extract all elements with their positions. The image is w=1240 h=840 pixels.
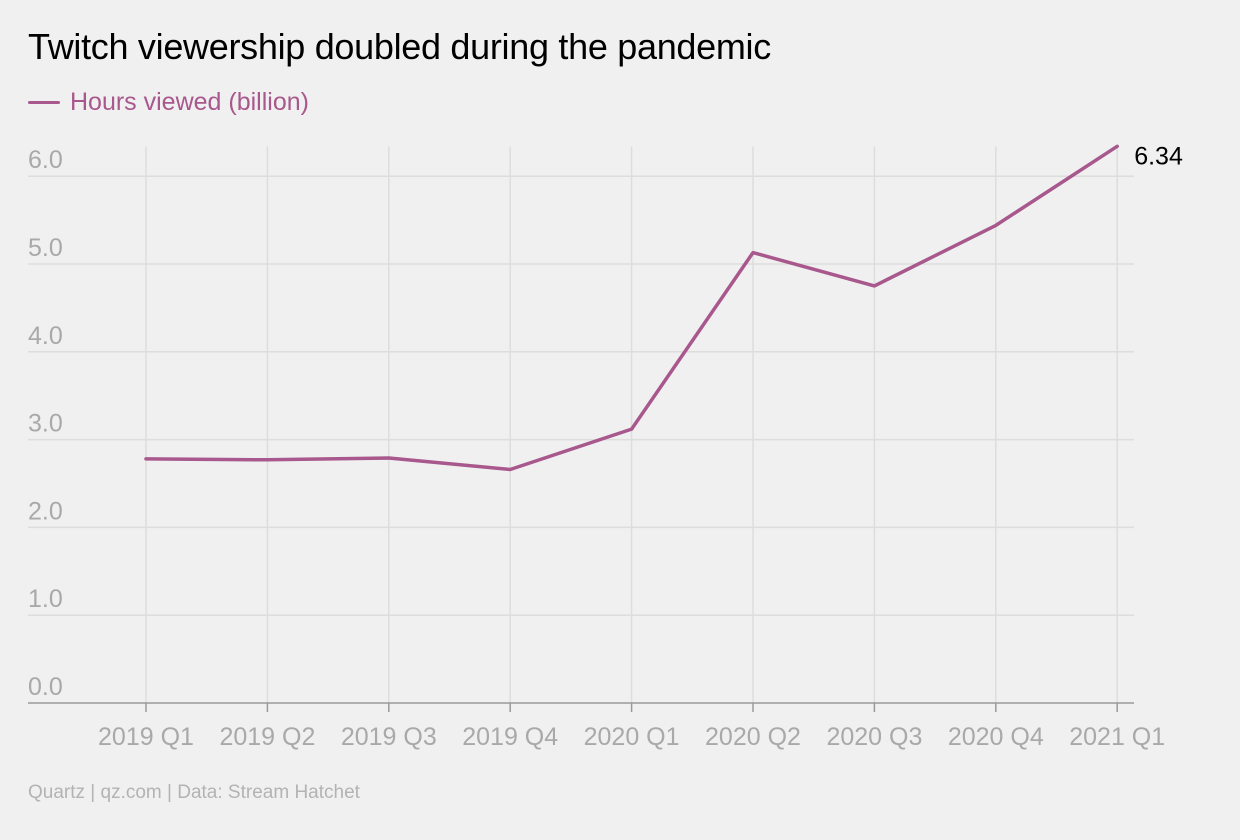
x-tick-label: 2019 Q2 — [219, 723, 315, 751]
x-tick-label: 2021 Q1 — [1069, 723, 1165, 751]
y-tick-label: 6.0 — [28, 146, 63, 174]
y-tick-label: 5.0 — [28, 234, 63, 262]
source-footer: Quartz | qz.com | Data: Stream Hatchet — [28, 782, 360, 803]
legend: Hours viewed (billion) — [28, 88, 309, 117]
x-tick-label: 2019 Q4 — [462, 723, 558, 751]
series-line-hours-viewed — [144, 144, 1119, 472]
legend-swatch — [28, 101, 60, 104]
y-tick-label: 1.0 — [28, 585, 63, 613]
x-tick-label: 2020 Q3 — [826, 723, 922, 751]
y-tick-label: 2.0 — [28, 497, 63, 525]
end-value-label: 6.34 — [1134, 142, 1183, 170]
legend-label: Hours viewed (billion) — [70, 88, 309, 116]
x-tick-label: 2019 Q1 — [98, 723, 194, 751]
x-tick-label: 2020 Q4 — [948, 723, 1044, 751]
chart-title: Twitch viewership doubled during the pan… — [28, 26, 771, 67]
x-tick-label: 2020 Q1 — [584, 723, 680, 751]
x-tick-label: 2020 Q2 — [705, 723, 801, 751]
x-tick-label: 2019 Q3 — [341, 723, 437, 751]
y-tick-label: 0.0 — [28, 673, 63, 701]
y-tick-label: 4.0 — [28, 322, 63, 350]
y-tick-label: 3.0 — [28, 410, 63, 438]
